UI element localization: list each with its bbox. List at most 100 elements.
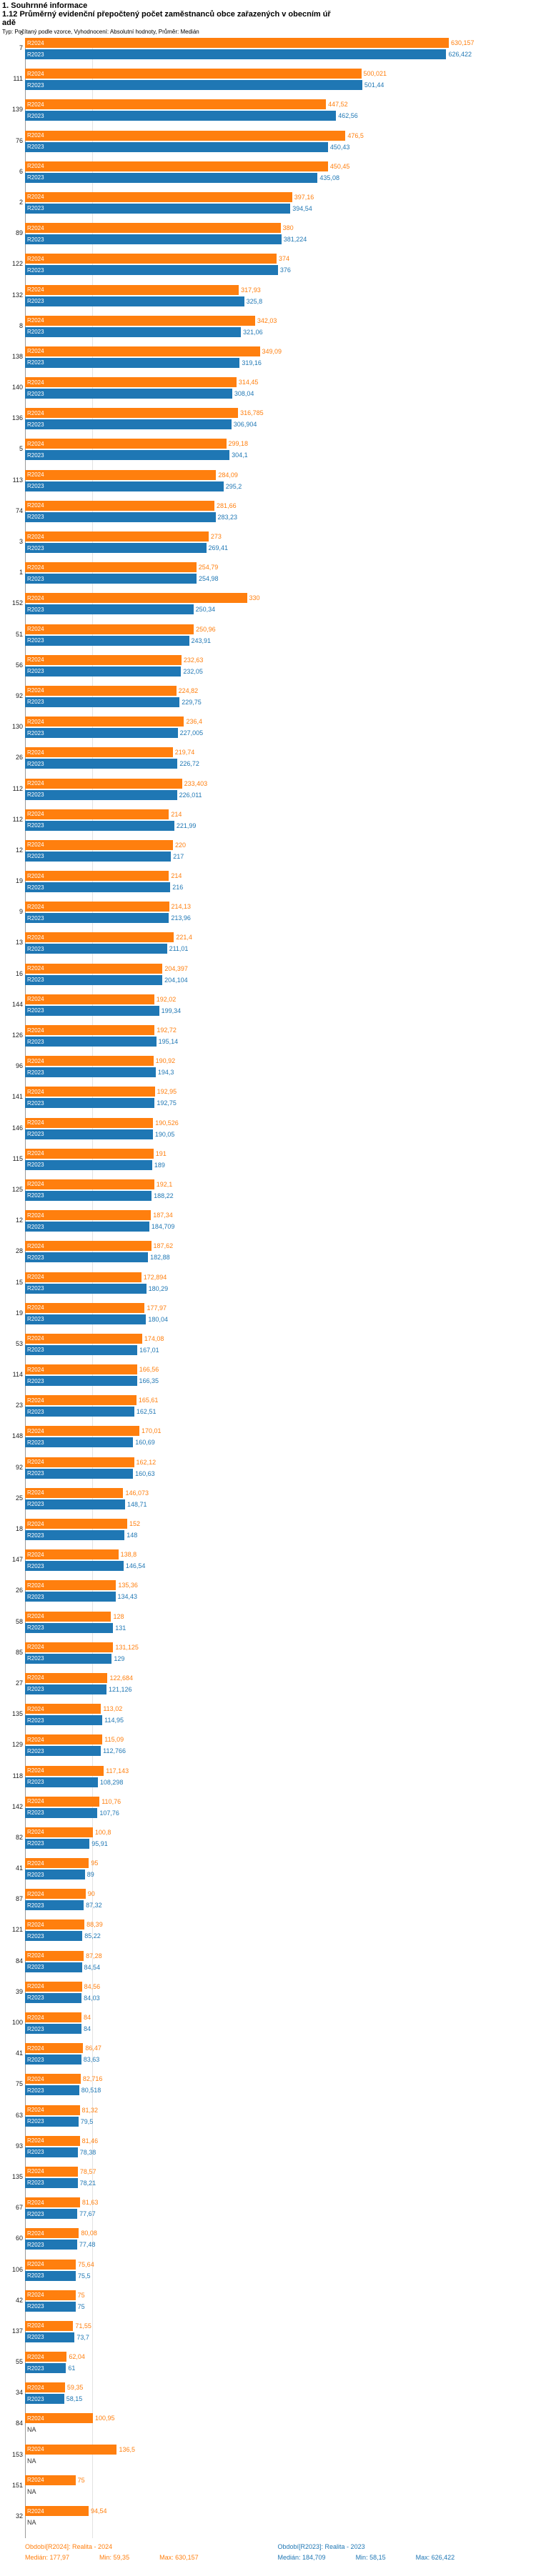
r2024-bar[interactable]: R2024 bbox=[25, 2506, 89, 2516]
r2024-bar[interactable]: R2024 bbox=[25, 161, 328, 171]
r2023-bar[interactable]: R2023 bbox=[25, 635, 189, 646]
r2024-bar[interactable]: R2024 bbox=[25, 747, 173, 758]
r2024-bar[interactable]: R2024 bbox=[25, 99, 327, 110]
r2023-bar[interactable]: R2023 bbox=[25, 974, 163, 985]
r2023-bar[interactable]: R2023 bbox=[25, 789, 177, 800]
r2024-bar[interactable]: R2024 bbox=[25, 1765, 104, 1776]
r2024-bar[interactable]: R2024 bbox=[25, 2105, 80, 2115]
r2023-bar[interactable]: R2023 bbox=[25, 1005, 159, 1016]
r2024-bar[interactable]: R2024 bbox=[25, 562, 197, 573]
r2023-bar[interactable]: R2023 bbox=[25, 944, 167, 954]
r2024-bar[interactable]: R2024 bbox=[25, 593, 247, 604]
r2023-bar[interactable]: R2023 bbox=[25, 1499, 125, 1509]
r2023-bar[interactable]: R2023 bbox=[25, 2332, 75, 2342]
r2024-bar[interactable]: R2024 bbox=[25, 1148, 154, 1159]
r2023-bar[interactable]: R2023 bbox=[25, 1561, 124, 1572]
r2024-bar[interactable]: R2024 bbox=[25, 439, 227, 449]
r2024-bar[interactable]: R2024 bbox=[25, 408, 239, 419]
r2024-bar[interactable]: R2024 bbox=[25, 1704, 101, 1714]
r2023-bar[interactable]: R2023 bbox=[25, 1931, 83, 1942]
r2023-bar[interactable]: R2023 bbox=[25, 1067, 156, 1078]
r2024-bar[interactable]: R2024 bbox=[25, 2166, 78, 2177]
r2024-bar[interactable]: R2024 bbox=[25, 1302, 145, 1313]
r2023-bar[interactable]: R2023 bbox=[25, 234, 282, 245]
r2023-bar[interactable]: R2023 bbox=[25, 49, 447, 59]
r2024-bar[interactable]: R2024 bbox=[25, 1950, 84, 1961]
r2023-bar[interactable]: R2023 bbox=[25, 1715, 103, 1726]
r2024-bar[interactable]: R2024 bbox=[25, 1179, 154, 1189]
r2023-bar[interactable]: R2023 bbox=[25, 1314, 147, 1324]
r2023-bar[interactable]: R2023 bbox=[25, 1900, 84, 1911]
r2023-bar[interactable]: R2023 bbox=[25, 111, 337, 121]
r2024-bar[interactable]: R2024 bbox=[25, 2475, 76, 2485]
r2023-bar[interactable]: R2023 bbox=[25, 80, 362, 91]
r2024-bar[interactable]: R2024 bbox=[25, 2259, 76, 2270]
r2023-bar[interactable]: R2023 bbox=[25, 511, 216, 522]
r2024-bar[interactable]: R2024 bbox=[25, 2074, 81, 2085]
r2023-bar[interactable]: R2023 bbox=[25, 296, 244, 306]
r2023-bar[interactable]: R2023 bbox=[25, 543, 207, 553]
r2023-bar[interactable]: R2023 bbox=[25, 2209, 78, 2220]
r2023-bar[interactable]: R2023 bbox=[25, 1376, 137, 1387]
r2024-bar[interactable]: R2024 bbox=[25, 2444, 117, 2455]
r2024-bar[interactable]: R2024 bbox=[25, 717, 184, 727]
r2024-bar[interactable]: R2024 bbox=[25, 284, 239, 295]
r2023-bar[interactable]: R2023 bbox=[25, 2301, 76, 2312]
r2024-bar[interactable]: R2024 bbox=[25, 1056, 154, 1067]
r2023-bar[interactable]: R2023 bbox=[25, 2147, 78, 2157]
r2023-bar[interactable]: R2023 bbox=[25, 820, 174, 831]
r2023-bar[interactable]: R2023 bbox=[25, 2055, 81, 2065]
r2023-bar[interactable]: R2023 bbox=[25, 389, 232, 399]
r2023-bar[interactable]: R2023 bbox=[25, 1992, 82, 2003]
r2023-bar[interactable]: R2023 bbox=[25, 1159, 152, 1170]
r2024-bar[interactable]: R2024 bbox=[25, 1642, 114, 1652]
r2023-bar[interactable]: R2023 bbox=[25, 1037, 157, 1047]
r2024-bar[interactable]: R2024 bbox=[25, 254, 277, 264]
r2023-bar[interactable]: R2023 bbox=[25, 574, 197, 584]
r2024-bar[interactable]: R2024 bbox=[25, 1087, 155, 1097]
r2023-bar[interactable]: R2023 bbox=[25, 666, 182, 677]
r2024-bar[interactable]: R2024 bbox=[25, 2382, 65, 2393]
r2024-bar[interactable]: R2024 bbox=[25, 1672, 108, 1683]
r2024-bar[interactable]: R2024 bbox=[25, 1457, 134, 1467]
r2024-bar[interactable]: R2024 bbox=[25, 1919, 85, 1930]
r2024-bar[interactable]: R2024 bbox=[25, 654, 182, 665]
r2024-bar[interactable]: R2024 bbox=[25, 1025, 155, 1035]
r2024-bar[interactable]: R2024 bbox=[25, 2228, 79, 2239]
r2023-bar[interactable]: R2023 bbox=[25, 450, 230, 461]
r2023-bar[interactable]: R2023 bbox=[25, 697, 180, 707]
r2024-bar[interactable]: R2024 bbox=[25, 315, 255, 326]
r2024-bar[interactable]: R2024 bbox=[25, 1889, 86, 1899]
r2023-bar[interactable]: R2023 bbox=[25, 1252, 149, 1263]
r2024-bar[interactable]: R2024 bbox=[25, 223, 281, 234]
r2023-bar[interactable]: R2023 bbox=[25, 1592, 116, 1602]
r2024-bar[interactable]: R2024 bbox=[25, 932, 174, 943]
r2023-bar[interactable]: R2023 bbox=[25, 1746, 101, 1757]
r2024-bar[interactable]: R2024 bbox=[25, 1117, 154, 1128]
r2024-bar[interactable]: R2024 bbox=[25, 2043, 84, 2054]
r2024-bar[interactable]: R2024 bbox=[25, 130, 346, 141]
r2023-bar[interactable]: R2023 bbox=[25, 419, 232, 430]
r2024-bar[interactable]: R2024 bbox=[25, 994, 154, 1004]
r2024-bar[interactable]: R2024 bbox=[25, 1426, 139, 1437]
r2023-bar[interactable]: R2023 bbox=[25, 1407, 134, 1417]
r2023-bar[interactable]: R2023 bbox=[25, 1838, 90, 1849]
r2023-bar[interactable]: R2023 bbox=[25, 326, 242, 337]
r2024-bar[interactable]: R2024 bbox=[25, 2352, 67, 2362]
r2023-bar[interactable]: R2023 bbox=[25, 1437, 134, 1448]
r2024-bar[interactable]: R2024 bbox=[25, 839, 174, 850]
r2024-bar[interactable]: R2024 bbox=[25, 500, 215, 511]
r2023-bar[interactable]: R2023 bbox=[25, 759, 178, 769]
r2023-bar[interactable]: R2023 bbox=[25, 2240, 77, 2250]
r2024-bar[interactable]: R2024 bbox=[25, 191, 292, 202]
r2024-bar[interactable]: R2024 bbox=[25, 2413, 93, 2424]
r2023-bar[interactable]: R2023 bbox=[25, 1807, 98, 1818]
r2023-bar[interactable]: R2023 bbox=[25, 851, 172, 862]
r2024-bar[interactable]: R2024 bbox=[25, 871, 169, 882]
r2024-bar[interactable]: R2024 bbox=[25, 1210, 152, 1221]
r2023-bar[interactable]: R2023 bbox=[25, 728, 178, 739]
r2024-bar[interactable]: R2024 bbox=[25, 2012, 82, 2022]
r2024-bar[interactable]: R2024 bbox=[25, 1827, 93, 1837]
r2024-bar[interactable]: R2024 bbox=[25, 2320, 74, 2331]
r2024-bar[interactable]: R2024 bbox=[25, 469, 217, 480]
